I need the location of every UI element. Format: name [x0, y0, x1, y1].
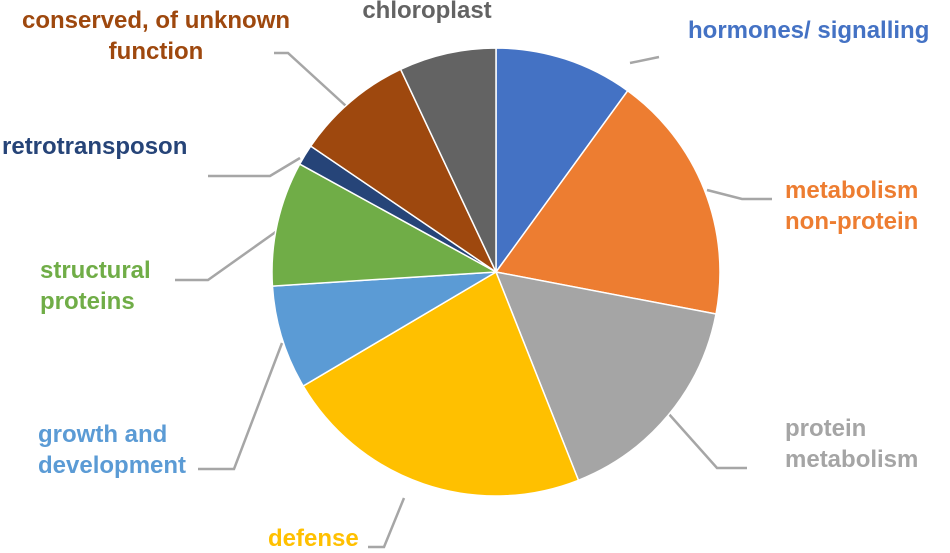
leader-line-2	[667, 412, 747, 470]
slice-label-4: growth and development	[38, 421, 186, 479]
pie-slice-3	[302, 270, 580, 497]
leader-line-4	[198, 342, 284, 471]
slice-labels: hormones/ signalling metabolism non-protei…	[2, 0, 929, 552]
pie-slice-1	[494, 89, 721, 315]
slice-label-line: non-protein	[785, 209, 918, 236]
slice-label-line: metabolism	[785, 177, 918, 204]
slice-label-line: structural	[40, 257, 151, 284]
pie-slice-4	[271, 271, 497, 388]
slice-label-2: protein metabolism	[785, 415, 918, 473]
slice-label-line: chloroplast	[362, 0, 491, 24]
leader-line-7	[274, 51, 347, 107]
pie-slice-2	[494, 271, 717, 482]
leader-line-1	[706, 188, 772, 201]
slice-label-6: retrotransposon	[2, 133, 187, 160]
pie-slice-0	[495, 47, 629, 275]
slice-label-line: retrotransposon	[2, 133, 187, 160]
pie-slice-7	[309, 68, 498, 275]
slice-label-line: function	[109, 39, 204, 66]
leader-line-5	[175, 229, 278, 282]
slice-label-8: chloroplast	[362, 0, 491, 24]
slice-label-3: defense	[268, 525, 359, 552]
slice-label-line: growth and	[38, 421, 167, 448]
slice-label-line: development	[38, 453, 186, 480]
pie-slice-8	[399, 47, 497, 273]
pie-slices	[271, 47, 721, 497]
slice-label-0: hormones/ signalling	[688, 17, 929, 44]
slice-label-5: structural proteins	[40, 257, 151, 315]
slice-label-line: defense	[268, 525, 359, 552]
leader-line-3	[368, 497, 406, 549]
pie-slice-5	[271, 163, 499, 287]
leader-line-6	[208, 156, 301, 178]
slice-label-1: metabolism non-protein	[785, 177, 918, 235]
slice-label-line: metabolism	[785, 447, 918, 474]
leader-lines	[175, 51, 772, 549]
slice-label-7: conserved, of unknown function	[22, 7, 290, 65]
slice-label-line: proteins	[40, 289, 135, 316]
leader-line-0	[629, 55, 660, 65]
slice-label-line: hormones/ signalling	[688, 17, 929, 44]
slice-label-line: conserved, of unknown	[22, 7, 290, 34]
slice-label-line: protein	[785, 415, 866, 442]
